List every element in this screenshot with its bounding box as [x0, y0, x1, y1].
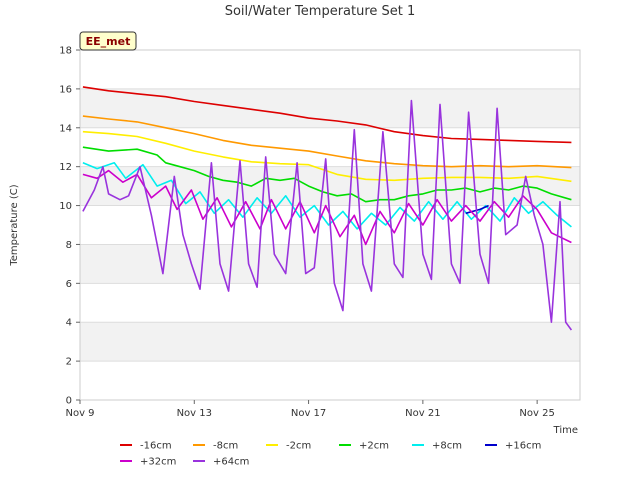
y-tick-label: 16	[59, 84, 72, 95]
series-line-2cm	[82, 146, 572, 203]
y-tick-label: 6	[66, 279, 72, 290]
badge-box	[79, 31, 137, 51]
y-tick-label: 18	[59, 46, 72, 57]
legend: -16cm -8cm -2cm +2cm +8cm +16cm +32cm +64cm	[120, 441, 541, 468]
legend-label: -16cm	[140, 441, 172, 452]
chart-title: Soil/Water Temperature Set 1	[225, 4, 416, 19]
x-tick-label: Nov 17	[291, 408, 326, 419]
x-tick-label: Nov 13	[177, 408, 212, 419]
grid-band	[80, 127, 580, 167]
series-line-8cm	[82, 162, 572, 230]
series-line-64cm	[82, 99, 573, 331]
y-tick-label: 14	[59, 123, 72, 134]
series-line-2cm	[82, 130, 572, 183]
station-badge: EE_met	[79, 31, 137, 51]
x-tick-label: Nov 21	[405, 408, 440, 419]
legend-label: +64cm	[213, 457, 249, 468]
legend-item: -2cm	[266, 441, 311, 452]
legend-label: +8cm	[432, 441, 462, 452]
series-line-16cm	[465, 204, 489, 215]
grid-band	[80, 322, 580, 362]
legend-item: +2cm	[339, 441, 389, 452]
y-tick-label: 8	[66, 240, 72, 251]
legend-label: -8cm	[213, 441, 238, 452]
y-axis-label: Temperature (C)	[9, 184, 20, 266]
y-axis: 0 2 4 6 8 10 12 14 16 18	[59, 46, 80, 407]
y-tick-label: 12	[59, 162, 72, 173]
grid-band	[80, 283, 580, 323]
legend-item: +32cm	[120, 457, 176, 468]
legend-label: +32cm	[140, 457, 176, 468]
y-tick-label: 4	[66, 318, 72, 329]
series-line-8cm	[82, 115, 572, 169]
legend-label: -2cm	[286, 441, 311, 452]
legend-item: +64cm	[193, 457, 249, 468]
y-tick-label: 0	[66, 396, 72, 407]
grid-band	[80, 361, 580, 400]
x-tick-label: Nov 25	[519, 408, 554, 419]
series-lines	[82, 86, 573, 331]
legend-item: +8cm	[412, 441, 462, 452]
grid-band	[80, 166, 580, 206]
plot-frame	[79, 49, 581, 401]
y-tick-label: 2	[66, 357, 72, 368]
legend-item: -8cm	[193, 441, 238, 452]
grid-band	[80, 88, 580, 128]
badge-text: EE_met	[86, 35, 131, 48]
series-line-16cm	[82, 86, 572, 144]
legend-label: +2cm	[359, 441, 389, 452]
y-tick-label: 10	[59, 201, 72, 212]
grid-band	[80, 244, 580, 284]
x-axis: Nov 9 Nov 13 Nov 17 Nov 21 Nov 25	[65, 400, 555, 419]
legend-item: +16cm	[485, 441, 541, 452]
legend-label: +16cm	[505, 441, 541, 452]
grid-band	[80, 50, 580, 89]
x-tick-label: Nov 9	[65, 408, 94, 419]
x-axis-label: Time	[553, 425, 578, 436]
legend-item: -16cm	[120, 441, 172, 452]
